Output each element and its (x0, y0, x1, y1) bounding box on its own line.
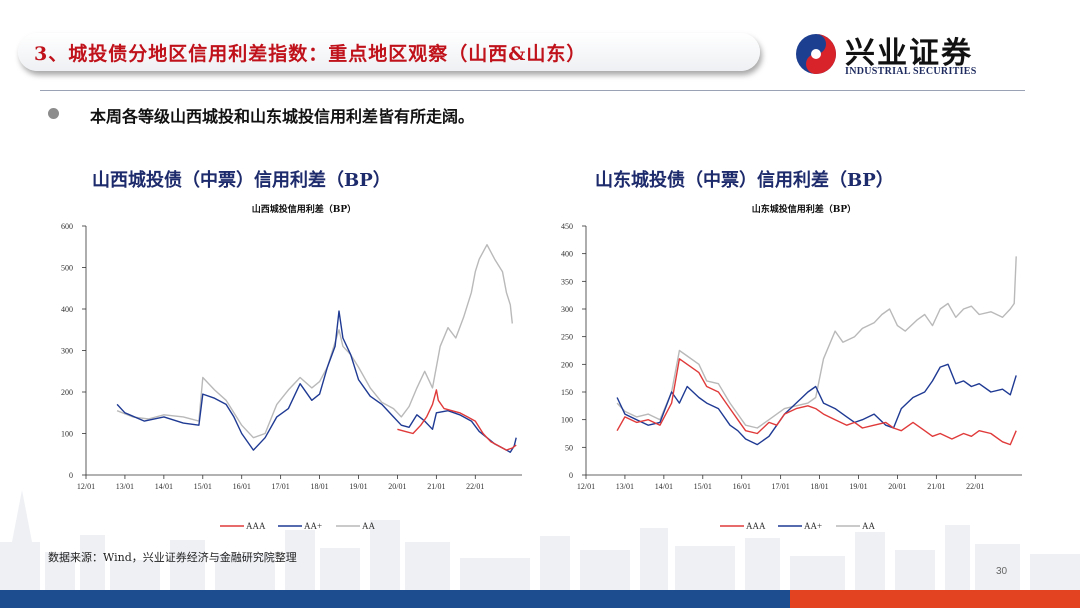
x-tick-label: 12/01 (77, 482, 95, 491)
company-logo-english: INDUSTRIAL SECURITIES (845, 66, 977, 77)
swirl-logo-icon (796, 34, 836, 74)
y-tick-label: 400 (61, 305, 73, 314)
y-tick-label: 200 (561, 360, 573, 369)
series-line-aa (116, 244, 513, 439)
series-line-aaplus (616, 363, 1017, 446)
x-tick-label: 15/01 (194, 482, 212, 491)
series-line-aaa (397, 389, 517, 451)
skyline-background (0, 490, 1080, 590)
company-logo-name: 兴业证券 (845, 36, 973, 71)
legend-label-aaa: AAA (746, 521, 766, 531)
x-tick-label: 13/01 (616, 482, 634, 491)
x-tick-label: 18/01 (310, 482, 328, 491)
chart-heading-shanxi: 山西城投债（中票）信用利差（BP） (92, 170, 391, 191)
chart-shanxi: 山西城投信用利差（BP） 0 100 200 300 400 500 600 12/01 13/0… (61, 203, 522, 531)
y-tick-label: 0 (569, 471, 573, 480)
x-tick-label: 19/01 (349, 482, 367, 491)
y-tick-label: 100 (61, 430, 73, 439)
x-tick-label: 16/01 (233, 482, 251, 491)
page-number: 30 (996, 566, 1008, 577)
x-tick-label: 14/01 (155, 482, 173, 491)
legend-label-aaplus: AA+ (304, 521, 322, 531)
y-tick-label: 250 (561, 333, 573, 342)
x-tick-label: 13/01 (116, 482, 134, 491)
y-tick-label: 300 (61, 347, 73, 356)
x-tick-label: 19/01 (849, 482, 867, 491)
slide-title: 3、城投债分地区信用利差指数：重点地区观察（山西&山东） (34, 43, 587, 65)
x-tick-label: 20/01 (388, 482, 406, 491)
legend-label-aaa: AAA (246, 521, 266, 531)
x-tick-label: 17/01 (272, 482, 290, 491)
footer-bar-red (790, 590, 1080, 608)
y-tick-label: 500 (61, 264, 73, 273)
y-tick-label: 300 (561, 305, 573, 314)
y-tick-label: 350 (561, 277, 573, 286)
legend-label-aa: AA (362, 521, 375, 531)
x-tick-label: 22/01 (466, 482, 484, 491)
header-divider (40, 90, 1025, 91)
y-tick-label: 0 (69, 471, 73, 480)
chart-heading-shandong: 山东城投债（中票）信用利差（BP） (595, 170, 894, 191)
x-tick-label: 18/01 (810, 482, 828, 491)
x-tick-label: 17/01 (772, 482, 790, 491)
y-tick-label: 200 (61, 388, 73, 397)
y-tick-label: 150 (561, 388, 573, 397)
chart-shandong: 山东城投信用利差（BP） 0 50 100 150 200 250 300 350 400 450 1… (561, 203, 1022, 531)
footer-bar-blue (0, 590, 790, 608)
y-tick-label: 400 (561, 250, 573, 259)
x-tick-label: 12/01 (577, 482, 595, 491)
y-tick-label: 600 (61, 222, 73, 231)
source-note: 数据来源：Wind，兴业证券经济与金融研究院整理 (48, 551, 297, 564)
series-line-aa (616, 256, 1017, 429)
series-line-aaa (616, 358, 1017, 446)
y-tick-label: 450 (561, 222, 573, 231)
slide-title-bar: 3、城投债分地区信用利差指数：重点地区观察（山西&山东） (18, 33, 760, 71)
bullet-icon (48, 108, 59, 119)
y-tick-label: 50 (565, 443, 573, 452)
x-tick-label: 21/01 (427, 482, 445, 491)
x-tick-label: 21/01 (927, 482, 945, 491)
legend-label-aaplus: AA+ (804, 521, 822, 531)
x-tick-label: 14/01 (655, 482, 673, 491)
y-tick-label: 100 (561, 416, 573, 425)
x-tick-label: 16/01 (733, 482, 751, 491)
chart-title: 山西城投信用利差（BP） (252, 203, 356, 215)
x-tick-label: 20/01 (888, 482, 906, 491)
chart-title: 山东城投信用利差（BP） (752, 203, 856, 215)
bullet-text: 本周各等级山西城投和山东城投信用利差皆有所走阔。 (90, 107, 475, 126)
legend-label-aa: AA (862, 521, 875, 531)
series-line-aaplus (116, 310, 517, 453)
x-tick-label: 15/01 (694, 482, 712, 491)
x-tick-label: 22/01 (966, 482, 984, 491)
